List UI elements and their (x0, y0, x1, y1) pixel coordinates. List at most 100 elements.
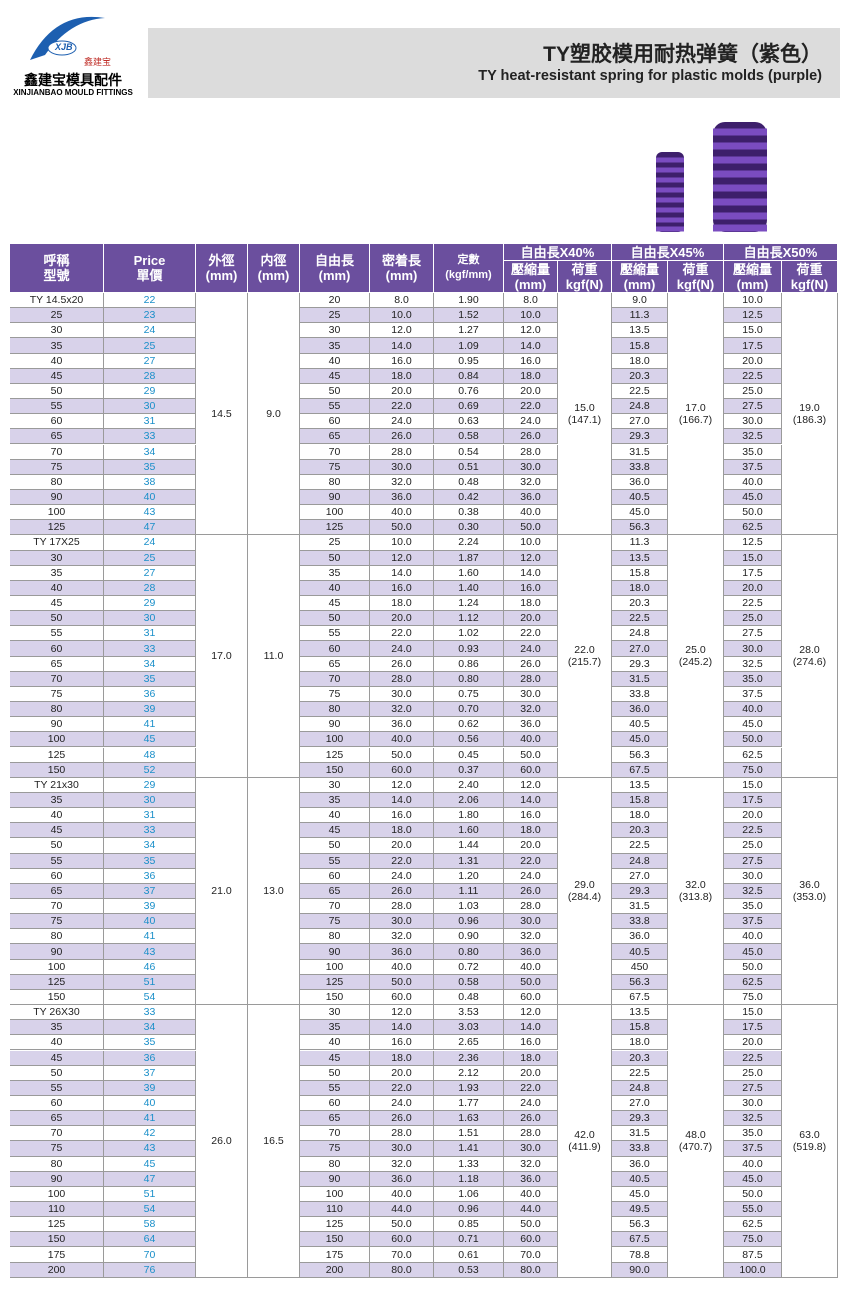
data-cell: 11.3 (612, 535, 668, 551)
price-text: 33 (143, 430, 156, 443)
data-cell-text: 87.5 (742, 1248, 763, 1261)
price-text: 35 (143, 854, 156, 867)
data-cell: 80 (10, 702, 104, 718)
data-cell: 20.3 (612, 823, 668, 839)
data-cell-text: 1.33 (458, 1157, 479, 1170)
data-cell-text: 12.0 (391, 551, 412, 564)
data-cell: 100 (10, 505, 104, 521)
data-cell-text: 0.58 (458, 430, 479, 443)
data-cell-text: 16.0 (391, 581, 412, 594)
data-cell: 45 (300, 368, 370, 384)
data-cell-text: 62.5 (742, 521, 763, 534)
data-cell: 14.0 (370, 1020, 434, 1036)
data-cell: 56.3 (612, 520, 668, 536)
data-cell: 18.0 (504, 368, 558, 384)
data-cell: 25 (300, 535, 370, 551)
data-cell-text: 65 (328, 884, 341, 897)
price: 43 (104, 505, 196, 521)
price: 47 (104, 1171, 196, 1187)
header-load-text: kgf(N) (676, 276, 715, 292)
data-cell: TY 17X25 (10, 535, 104, 551)
data-cell-text: 22.0 (520, 400, 541, 413)
data-cell-text: 45 (328, 369, 341, 382)
data-cell-text: 50.0 (520, 975, 541, 988)
load-text: (411.9) (568, 1140, 601, 1153)
data-cell-text: 20.0 (391, 839, 412, 852)
data-cell-text: 28.0 (391, 672, 412, 685)
data-cell: 60.0 (370, 762, 434, 778)
data-cell: 0.76 (434, 383, 504, 400)
data-cell-text: 80 (328, 475, 341, 488)
data-cell-text: 40.0 (742, 703, 763, 716)
data-cell-text: 1.02 (458, 627, 479, 640)
data-cell-text: 100.0 (739, 1263, 766, 1276)
data-cell: 18.0 (504, 596, 558, 612)
data-cell: 80 (10, 474, 104, 490)
data-cell-text: 65 (328, 1112, 341, 1125)
data-cell-text: 45 (328, 597, 341, 610)
data-cell: 450 (612, 959, 668, 975)
data-cell-text: 40.0 (391, 506, 412, 519)
price: 42 (104, 1126, 196, 1142)
data-cell: 18.0 (370, 1050, 434, 1066)
data-cell-text: 50.0 (391, 748, 412, 761)
data-cell: 60 (10, 414, 104, 430)
data-cell-text: 55 (328, 627, 341, 640)
data-cell-text: 0.90 (458, 930, 479, 943)
data-cell-text: 33.8 (629, 915, 650, 928)
data-cell: 70 (10, 671, 104, 687)
price: 43 (104, 1141, 196, 1157)
data-cell: 30 (10, 550, 104, 566)
data-cell: 40.0 (370, 505, 434, 521)
data-cell-text: 70.0 (520, 1248, 541, 1261)
price: 51 (104, 1186, 196, 1202)
data-cell: 45.0 (612, 1186, 668, 1202)
data-cell: 75 (300, 459, 370, 475)
data-cell-text: 12.0 (520, 324, 541, 337)
price: 39 (104, 702, 196, 718)
inner-diameter: 9.0 (248, 293, 300, 536)
data-cell: 50 (300, 838, 370, 854)
data-cell-text: 45.0 (742, 1172, 763, 1185)
data-cell: 24.0 (370, 414, 434, 430)
data-cell: 55 (10, 399, 104, 415)
data-cell: 35 (10, 792, 104, 809)
data-cell: 20 (300, 293, 370, 309)
data-cell-text: 0.85 (458, 1218, 479, 1231)
data-cell: 49.5 (612, 1202, 668, 1218)
data-cell-text: 24.0 (520, 415, 541, 428)
data-cell-text: 40.0 (742, 475, 763, 488)
data-cell: 45 (10, 596, 104, 612)
load: 19.0 (186.3) (782, 293, 838, 536)
data-cell: 25 (300, 308, 370, 324)
data-cell: 32.0 (504, 702, 558, 718)
data-cell: 80 (300, 702, 370, 718)
data-cell: 2.12 (434, 1065, 504, 1081)
load-text: (313.8) (678, 890, 713, 903)
data-cell: TY 21x30 (10, 777, 104, 793)
data-cell-text: 125 (47, 975, 66, 988)
data-cell: 36.0 (370, 1171, 434, 1187)
data-cell-text: 70.0 (391, 1248, 412, 1261)
data-cell-text: 18.0 (520, 824, 541, 837)
data-cell-text: 0.70 (458, 703, 479, 716)
data-cell: 90 (300, 489, 370, 506)
data-cell: 50 (10, 383, 104, 400)
data-cell: 1.24 (434, 596, 504, 612)
data-cell-text: 50 (50, 612, 63, 625)
price-text: 40 (143, 491, 156, 503)
data-cell: 55 (10, 853, 104, 869)
data-cell: 26.0 (504, 1111, 558, 1127)
data-cell: 1.12 (434, 611, 504, 627)
price-text: 29 (143, 597, 156, 610)
data-cell-text: 22.5 (742, 824, 763, 837)
data-cell: 1.52 (434, 308, 504, 324)
data-cell: 0.42 (434, 489, 504, 506)
data-cell: 20.0 (370, 383, 434, 400)
data-cell-text: 60 (328, 642, 341, 655)
data-cell: 22.5 (612, 1065, 668, 1081)
data-cell: 75.0 (724, 762, 782, 778)
data-cell-text: 200 (325, 1263, 344, 1276)
data-cell-text: 70 (50, 900, 63, 913)
data-cell-text: 50 (328, 612, 341, 625)
